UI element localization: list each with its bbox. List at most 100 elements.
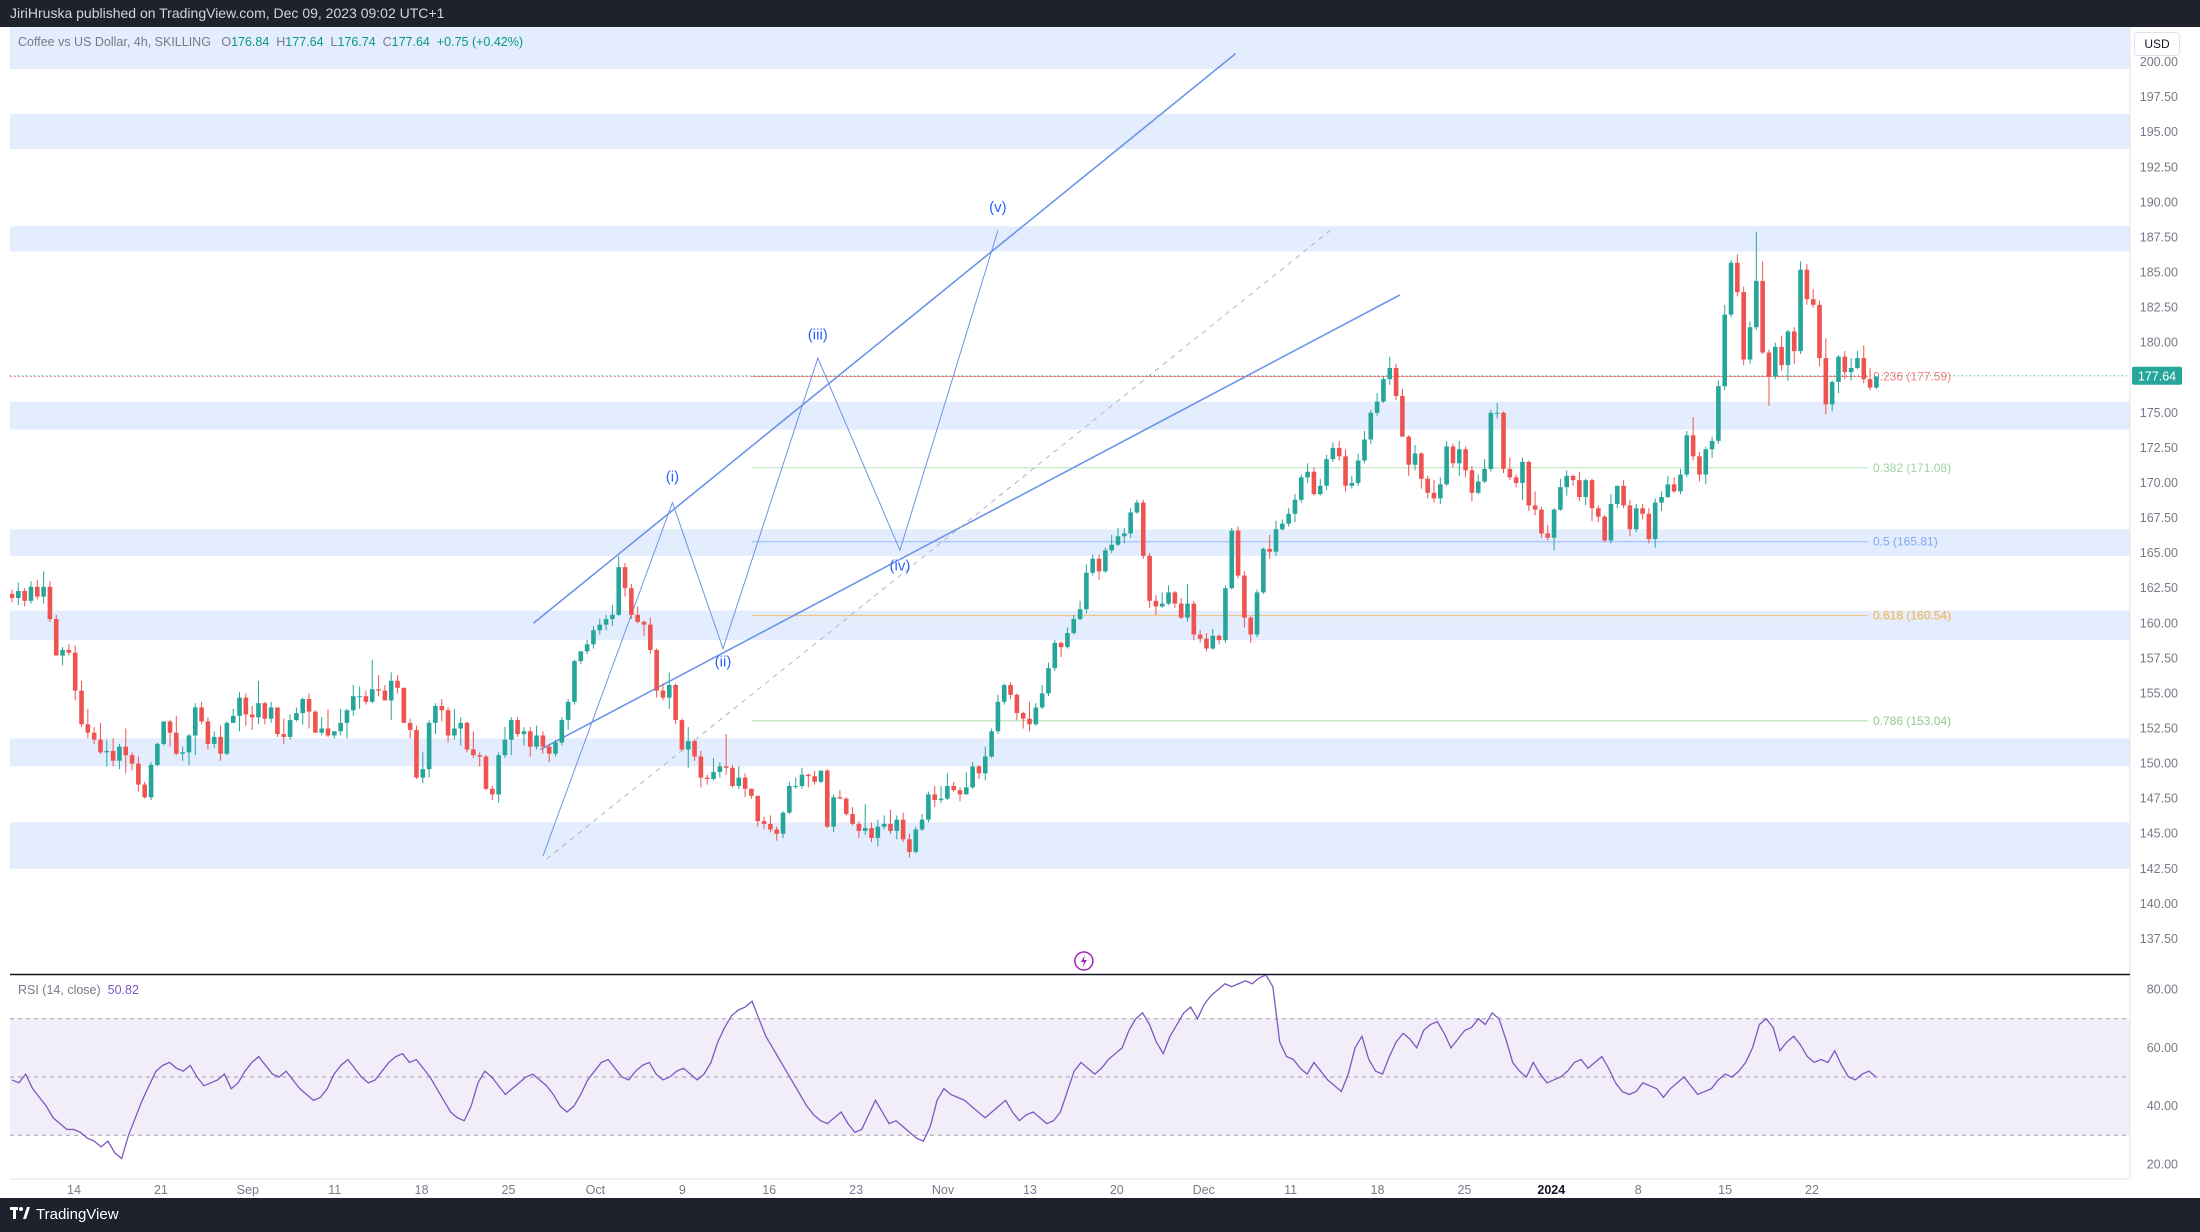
candle-body	[723, 766, 729, 768]
candle	[856, 821, 862, 838]
candle	[1716, 380, 1721, 444]
candle-body	[1090, 558, 1096, 573]
candle-body	[1829, 381, 1835, 405]
price-tick-label: 170.00	[2140, 476, 2178, 490]
price-tick-label: 155.00	[2140, 686, 2178, 700]
time-tick-label: Nov	[932, 1183, 955, 1197]
candle-body	[357, 696, 362, 698]
candle	[16, 582, 21, 606]
candle-body	[1665, 484, 1671, 497]
candle	[837, 790, 843, 799]
candle-body	[894, 819, 900, 831]
candle	[1703, 446, 1709, 485]
candle	[1109, 534, 1114, 554]
rsi-line	[11, 975, 1877, 1160]
candle-body	[578, 651, 584, 662]
candle	[584, 640, 590, 655]
candle-body	[1362, 439, 1367, 461]
candle-body	[1779, 346, 1784, 366]
candle-body	[1368, 412, 1374, 440]
candle	[199, 701, 204, 725]
price-tick-label: 187.50	[2140, 230, 2178, 244]
candle-body	[72, 652, 78, 691]
candle	[47, 581, 53, 622]
candle	[1387, 356, 1393, 385]
candle	[534, 725, 539, 750]
candle-body	[155, 743, 160, 765]
candle-body	[698, 756, 704, 778]
price-tick-label: 152.50	[2140, 721, 2178, 735]
candle	[597, 619, 603, 635]
candle	[174, 715, 179, 756]
candle	[1058, 641, 1064, 657]
candle-body	[711, 771, 716, 779]
price-tick-label: 180.00	[2140, 336, 2178, 350]
lower-channel-line	[539, 294, 1401, 751]
candle	[1046, 662, 1051, 697]
candle	[104, 739, 110, 767]
price-tick-label: 140.00	[2140, 897, 2178, 911]
candle	[1166, 585, 1171, 606]
candle	[1747, 321, 1753, 364]
footer-bar: TradingView	[0, 1198, 2200, 1232]
candle-body	[1621, 485, 1626, 506]
high-value: 177.64	[285, 35, 324, 49]
candle-body	[666, 684, 672, 698]
candle-body	[490, 788, 495, 795]
time-tick-label: 22	[1805, 1183, 1819, 1197]
candle-body	[843, 798, 849, 815]
time-tick-label: 16	[762, 1183, 776, 1197]
candle-body	[325, 728, 331, 736]
candle	[553, 739, 558, 757]
candle-body	[1020, 713, 1026, 719]
candle-body	[629, 588, 634, 615]
candle	[1362, 431, 1367, 464]
candle-body	[1343, 456, 1348, 486]
price-tick-label: 182.50	[2140, 301, 2178, 315]
candle-body	[1842, 356, 1848, 373]
candle-body	[749, 788, 754, 796]
price-tick-label: 147.50	[2140, 792, 2178, 806]
candle	[1014, 693, 1020, 721]
candle	[218, 725, 223, 761]
candle	[376, 675, 381, 697]
candle	[1482, 459, 1487, 483]
time-tick-label: 11	[1284, 1183, 1297, 1197]
candle-body	[382, 690, 388, 701]
candle-body	[186, 735, 192, 753]
candle-body	[780, 812, 786, 834]
candle-body	[110, 750, 116, 761]
candle-body	[439, 706, 445, 711]
candle-body	[610, 614, 615, 620]
candle	[1280, 519, 1285, 531]
candle-body	[660, 690, 666, 698]
candle-body	[654, 649, 659, 691]
candle	[1311, 467, 1317, 496]
candle	[1583, 478, 1588, 506]
candle	[1867, 367, 1873, 391]
candle	[1001, 683, 1007, 705]
candle	[439, 699, 445, 722]
candle-body	[1766, 352, 1772, 377]
candle-body	[932, 794, 938, 801]
fib-level-label: 0.5 (165.81)	[1873, 535, 1938, 549]
candle-body	[1393, 367, 1399, 396]
candle	[559, 717, 565, 746]
candle	[420, 752, 426, 784]
candle	[654, 648, 659, 698]
candle-body	[1716, 386, 1721, 441]
candle-body	[256, 703, 261, 718]
upper-channel-line	[532, 53, 1237, 624]
rsi-tick-label: 80.00	[2147, 983, 2178, 997]
candle-body	[1115, 536, 1121, 545]
currency-button[interactable]: USD	[2134, 32, 2180, 56]
candle	[1665, 475, 1671, 499]
time-tick-label: 18	[1371, 1183, 1385, 1197]
candle-body	[875, 826, 881, 838]
candle	[1564, 470, 1570, 496]
price-tick-label: 195.00	[2140, 125, 2178, 139]
lightning-icon	[1080, 955, 1087, 967]
candle	[426, 720, 432, 778]
candle-body	[736, 777, 742, 787]
